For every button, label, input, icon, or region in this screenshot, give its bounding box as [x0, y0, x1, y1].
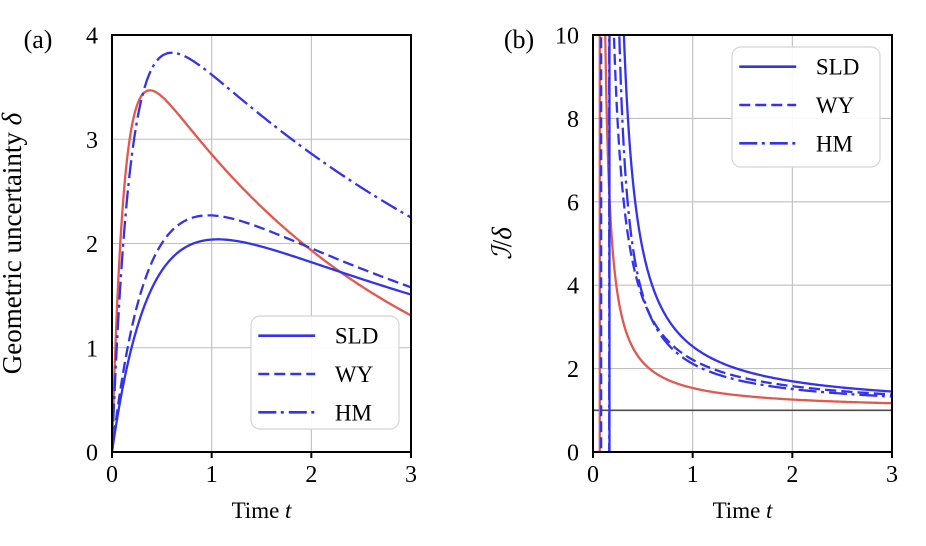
svg-text:(a): (a) [24, 25, 53, 54]
svg-text:2: 2 [86, 232, 98, 258]
svg-text:WY: WY [335, 362, 374, 387]
svg-text:0: 0 [587, 462, 599, 488]
svg-text:6: 6 [567, 190, 579, 216]
svg-text:1: 1 [687, 462, 699, 488]
svg-text:3: 3 [405, 462, 417, 488]
svg-text:2: 2 [305, 462, 317, 488]
svg-text:2: 2 [786, 462, 798, 488]
svg-text:SLD: SLD [335, 324, 378, 349]
svg-text:4: 4 [86, 24, 98, 50]
svg-text:0: 0 [567, 441, 579, 467]
svg-text:ℐ/δ: ℐ/δ [487, 227, 517, 260]
svg-text:3: 3 [86, 128, 98, 154]
svg-text:Time t: Time t [232, 498, 292, 523]
svg-text:Geometric uncertainty δ: Geometric uncertainty δ [0, 112, 27, 374]
svg-text:0: 0 [86, 441, 98, 467]
svg-text:WY: WY [816, 93, 855, 118]
svg-text:HM: HM [816, 131, 853, 156]
svg-text:HM: HM [335, 400, 372, 425]
svg-text:4: 4 [567, 274, 579, 300]
svg-text:8: 8 [567, 107, 579, 133]
svg-text:Time t: Time t [713, 498, 773, 523]
svg-text:1: 1 [206, 462, 218, 488]
svg-text:1: 1 [86, 336, 98, 362]
svg-text:10: 10 [555, 24, 579, 50]
svg-text:(b): (b) [504, 25, 534, 54]
svg-text:3: 3 [886, 462, 898, 488]
svg-text:SLD: SLD [816, 55, 859, 80]
svg-text:2: 2 [567, 357, 579, 383]
svg-text:0: 0 [106, 462, 118, 488]
